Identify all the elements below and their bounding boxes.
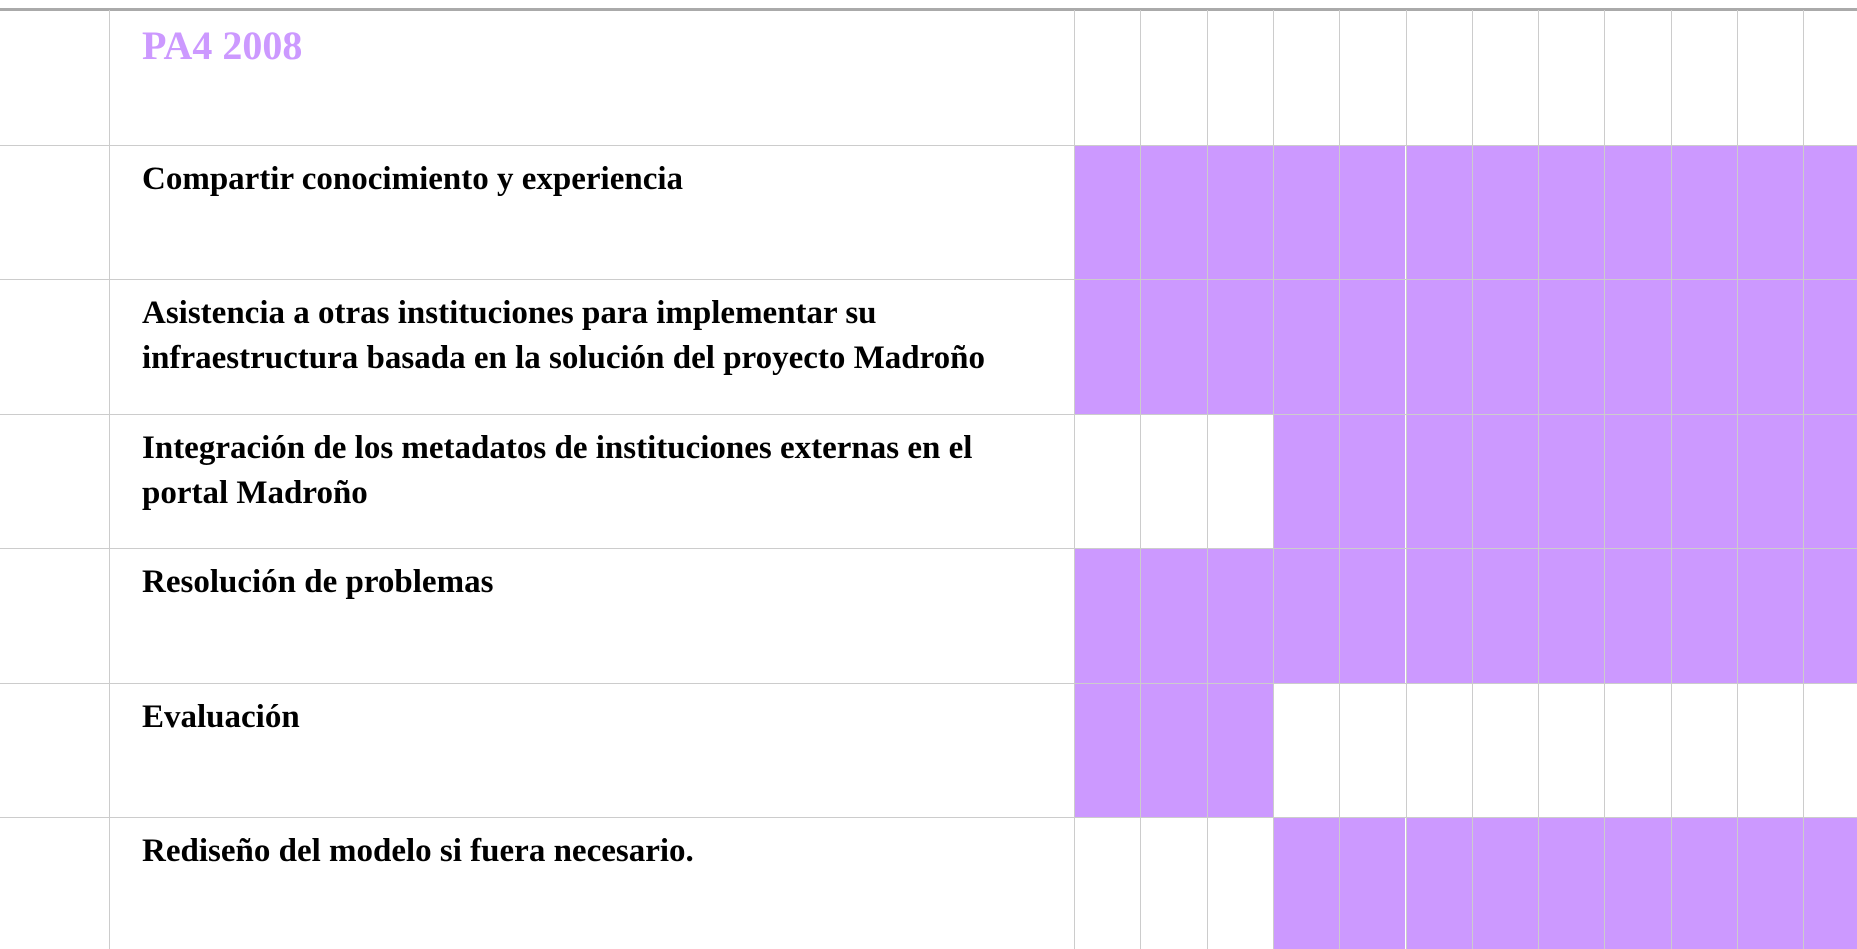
filled-cell <box>1737 817 1804 949</box>
task-label: Resolución de problemas <box>142 564 494 600</box>
filled-cell <box>1074 682 1141 817</box>
filled-cell <box>1074 144 1141 279</box>
column-line <box>1670 10 1672 949</box>
column-line <box>1140 10 1142 949</box>
filled-cell <box>1737 144 1804 279</box>
filled-cell <box>1405 817 1472 949</box>
task-label: Integración de los metadatos de instituc… <box>142 429 973 511</box>
filled-cell <box>1737 548 1804 683</box>
column-line <box>1538 10 1540 949</box>
filled-cell <box>1538 413 1605 548</box>
filled-cell <box>1538 279 1605 414</box>
filled-cell <box>1471 413 1539 548</box>
filled-cell <box>1405 144 1472 279</box>
filled-cell <box>1670 144 1737 279</box>
filled-cell <box>1405 413 1472 548</box>
filled-cell <box>1405 279 1472 414</box>
filled-cell <box>1471 279 1539 414</box>
filled-cell <box>1272 279 1340 414</box>
filled-cell <box>1538 144 1605 279</box>
filled-cell <box>1206 279 1273 414</box>
column-line <box>1737 10 1738 949</box>
filled-cell <box>1604 548 1671 683</box>
row-line <box>0 144 1857 146</box>
filled-cell <box>1737 279 1804 414</box>
filled-cell <box>1272 144 1340 279</box>
row-line <box>0 413 1857 415</box>
task-label: Evaluación <box>142 698 300 735</box>
filled-cell <box>1670 817 1737 949</box>
filled-cell <box>1140 682 1207 817</box>
filled-cell <box>1140 144 1207 279</box>
filled-cell <box>1803 548 1857 683</box>
row-line <box>0 279 1857 280</box>
filled-cell <box>1803 279 1857 414</box>
filled-cell <box>1670 548 1737 683</box>
column-line <box>1272 10 1274 949</box>
filled-cell <box>1471 548 1539 683</box>
filled-cell <box>1272 548 1340 683</box>
filled-cell <box>1272 413 1340 548</box>
column-line <box>1339 10 1341 949</box>
filled-cell <box>1339 144 1406 279</box>
row-line <box>0 548 1857 549</box>
filled-cell <box>1471 144 1539 279</box>
row-line <box>0 682 1857 684</box>
row-line <box>0 817 1857 818</box>
filled-cell <box>1206 144 1273 279</box>
filled-cell <box>1206 682 1273 817</box>
column-line <box>1604 10 1606 949</box>
filled-cell <box>1803 817 1857 949</box>
column-line <box>1405 10 1407 949</box>
filled-cell <box>1339 279 1406 414</box>
top-border <box>0 8 1857 11</box>
filled-cell <box>1604 413 1671 548</box>
filled-cell <box>1737 413 1804 548</box>
task-label: Rediseño del modelo si fuera necesario. <box>142 833 694 869</box>
filled-cell <box>1538 817 1605 949</box>
filled-cell <box>1140 279 1207 414</box>
filled-cell <box>1272 817 1340 949</box>
filled-cell <box>1538 548 1605 683</box>
filled-cell <box>1074 548 1141 683</box>
task-label: Compartir conocimiento y experiencia <box>142 160 684 197</box>
filled-cell <box>1339 548 1406 683</box>
task-label: Asistencia a otras instituciones para im… <box>142 295 986 376</box>
filled-cell <box>1604 144 1671 279</box>
filled-cell <box>1339 413 1406 548</box>
filled-cell <box>1140 548 1207 683</box>
column-line <box>1074 10 1075 949</box>
column-line <box>1803 10 1805 949</box>
filled-cell <box>1074 279 1141 414</box>
column-line <box>1471 10 1473 949</box>
filled-cell <box>1339 817 1406 949</box>
filled-cell <box>1670 279 1737 414</box>
filled-cell <box>1604 817 1671 949</box>
title: PA4 2008 <box>142 23 303 68</box>
filled-cell <box>1206 548 1273 683</box>
filled-cell <box>1803 144 1857 279</box>
filled-cell <box>1405 548 1472 683</box>
filled-cell <box>1670 413 1737 548</box>
filled-cell <box>1604 279 1671 414</box>
column-line <box>109 10 110 949</box>
column-line <box>1206 10 1208 949</box>
filled-cell <box>1471 817 1539 949</box>
filled-cell <box>1803 413 1857 548</box>
